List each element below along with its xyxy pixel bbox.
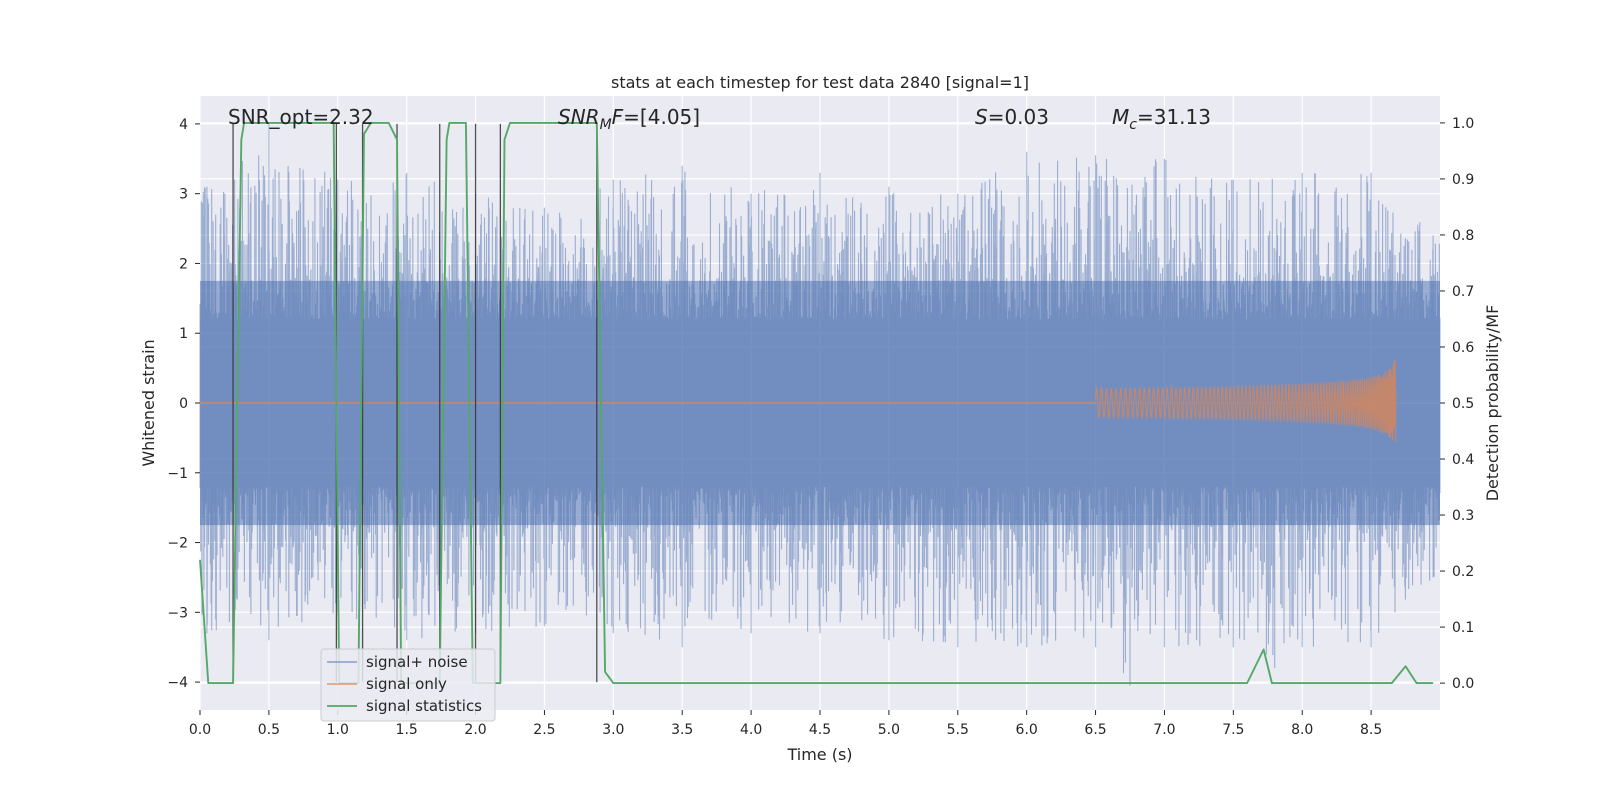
legend-label-statistics: signal statistics bbox=[366, 697, 482, 715]
annotation-snr-opt: SNR_opt=2.32 bbox=[228, 105, 374, 129]
y2-tick-label: 0.3 bbox=[1452, 508, 1474, 524]
y2-tick-label: 0.1 bbox=[1452, 620, 1474, 636]
legend-box bbox=[320, 648, 496, 722]
chart-title: stats at each timestep for test data 284… bbox=[611, 73, 1029, 92]
annotation-snr-mf-sub: M bbox=[600, 117, 612, 133]
annotation-snr-mf: SNRMF=[4.05] bbox=[558, 105, 700, 133]
y-tick-label: −4 bbox=[167, 675, 188, 691]
y-tick-label: −3 bbox=[167, 605, 188, 621]
statistics-series bbox=[199, 121, 1434, 685]
y-tick-label: 2 bbox=[179, 256, 188, 272]
y-axis-label: Whitened strain bbox=[139, 339, 158, 466]
annotation-mc-italic: M bbox=[1112, 105, 1129, 129]
annotation-s-italic: S bbox=[975, 105, 988, 129]
y-tick-label: 0 bbox=[179, 396, 188, 412]
y-tick-label: 1 bbox=[179, 326, 188, 342]
y-tick-label: −2 bbox=[167, 536, 188, 552]
annotation-snr-mf-mid: F bbox=[612, 105, 624, 129]
x-tick-label: 0.0 bbox=[189, 722, 211, 738]
legend-label-noise: signal+ noise bbox=[366, 653, 468, 671]
x-tick-label: 4.5 bbox=[809, 722, 831, 738]
x-tick-label: 6.0 bbox=[1016, 722, 1038, 738]
x-tick-label: 5.0 bbox=[878, 722, 900, 738]
signal-only-line bbox=[1094, 359, 1397, 443]
tick-labels: 0.0 0.5 1.0 1.5 2.0 2.5 3.0 3.5 4.0 4.5 5.0 5.5 6.0 6… bbox=[167, 116, 1474, 738]
annotation-snr-mf-italic: SNR bbox=[558, 105, 600, 129]
x-axis-label: Time (s) bbox=[786, 745, 852, 764]
annotation-s: S=0.03 bbox=[975, 105, 1049, 129]
x-tick-label: 8.0 bbox=[1291, 722, 1313, 738]
y-tick-label: −1 bbox=[167, 466, 188, 482]
x-tick-label: 5.5 bbox=[947, 722, 969, 738]
x-tick-label: 0.5 bbox=[258, 722, 280, 738]
x-tick-label: 8.5 bbox=[1360, 722, 1382, 738]
y2-axis-label: Detection probability/MF bbox=[1483, 305, 1502, 502]
annotations: SNR_opt=2.32 SNRMF=[4.05] S=0.03 Mc=31.1… bbox=[228, 105, 1211, 133]
annotation-s-rest: =0.03 bbox=[988, 105, 1049, 129]
legend-label-signal: signal only bbox=[366, 675, 447, 693]
y-tick-label: 4 bbox=[179, 117, 188, 133]
y2-tick-label: 0.9 bbox=[1452, 172, 1474, 188]
annotation-mc: Mc=31.13 bbox=[1112, 105, 1211, 133]
x-tick-label: 1.0 bbox=[327, 722, 349, 738]
x-tick-label: 2.0 bbox=[464, 722, 486, 738]
x-tick-label: 6.5 bbox=[1084, 722, 1106, 738]
x-tick-label: 3.0 bbox=[602, 722, 624, 738]
x-tick-label: 7.0 bbox=[1153, 722, 1175, 738]
y2-tick-label: 0.8 bbox=[1452, 228, 1474, 244]
x-tick-label: 3.5 bbox=[671, 722, 693, 738]
annotation-snr-mf-rest: =[4.05] bbox=[623, 105, 700, 129]
y2-tick-label: 0.4 bbox=[1452, 452, 1474, 468]
y2-tick-label: 0.5 bbox=[1452, 396, 1474, 412]
legend: signal+ noise signal only signal statist… bbox=[320, 648, 496, 722]
chirp-series bbox=[200, 359, 1397, 443]
signal-statistics-line bbox=[199, 121, 1434, 685]
x-tick-label: 1.5 bbox=[396, 722, 418, 738]
y2-tick-label: 0.0 bbox=[1452, 676, 1474, 692]
y2-tick-label: 0.2 bbox=[1452, 564, 1474, 580]
y2-tick-label: 0.6 bbox=[1452, 340, 1474, 356]
y-tick-label: 3 bbox=[179, 187, 188, 203]
x-tick-label: 2.5 bbox=[533, 722, 555, 738]
y2-tick-label: 1.0 bbox=[1452, 116, 1474, 132]
x-tick-label: 7.5 bbox=[1222, 722, 1244, 738]
annotation-mc-rest: =31.13 bbox=[1137, 105, 1211, 129]
x-tick-label: 4.0 bbox=[740, 722, 762, 738]
annotation-mc-sub: c bbox=[1129, 117, 1137, 133]
y2-tick-label: 0.7 bbox=[1452, 284, 1474, 300]
